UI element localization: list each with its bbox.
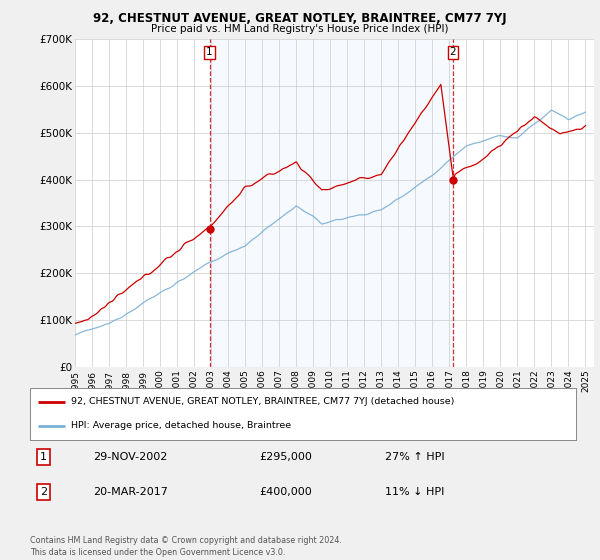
Text: 2: 2: [449, 48, 456, 57]
Text: 92, CHESTNUT AVENUE, GREAT NOTLEY, BRAINTREE, CM77 7YJ (detached house): 92, CHESTNUT AVENUE, GREAT NOTLEY, BRAIN…: [71, 398, 454, 407]
Text: Price paid vs. HM Land Registry's House Price Index (HPI): Price paid vs. HM Land Registry's House …: [151, 24, 449, 34]
Text: Contains HM Land Registry data © Crown copyright and database right 2024.
This d: Contains HM Land Registry data © Crown c…: [30, 536, 342, 557]
Text: 27% ↑ HPI: 27% ↑ HPI: [385, 452, 445, 463]
Text: £400,000: £400,000: [259, 487, 312, 497]
Text: 1: 1: [206, 48, 213, 57]
Text: 2: 2: [40, 487, 47, 497]
Text: 1: 1: [40, 452, 47, 463]
Text: 92, CHESTNUT AVENUE, GREAT NOTLEY, BRAINTREE, CM77 7YJ: 92, CHESTNUT AVENUE, GREAT NOTLEY, BRAIN…: [93, 12, 507, 25]
Text: 20-MAR-2017: 20-MAR-2017: [93, 487, 167, 497]
Bar: [209, 39, 453, 367]
Text: £295,000: £295,000: [259, 452, 312, 463]
Text: 11% ↓ HPI: 11% ↓ HPI: [385, 487, 444, 497]
Text: 29-NOV-2002: 29-NOV-2002: [93, 452, 167, 463]
Text: HPI: Average price, detached house, Braintree: HPI: Average price, detached house, Brai…: [71, 421, 291, 430]
